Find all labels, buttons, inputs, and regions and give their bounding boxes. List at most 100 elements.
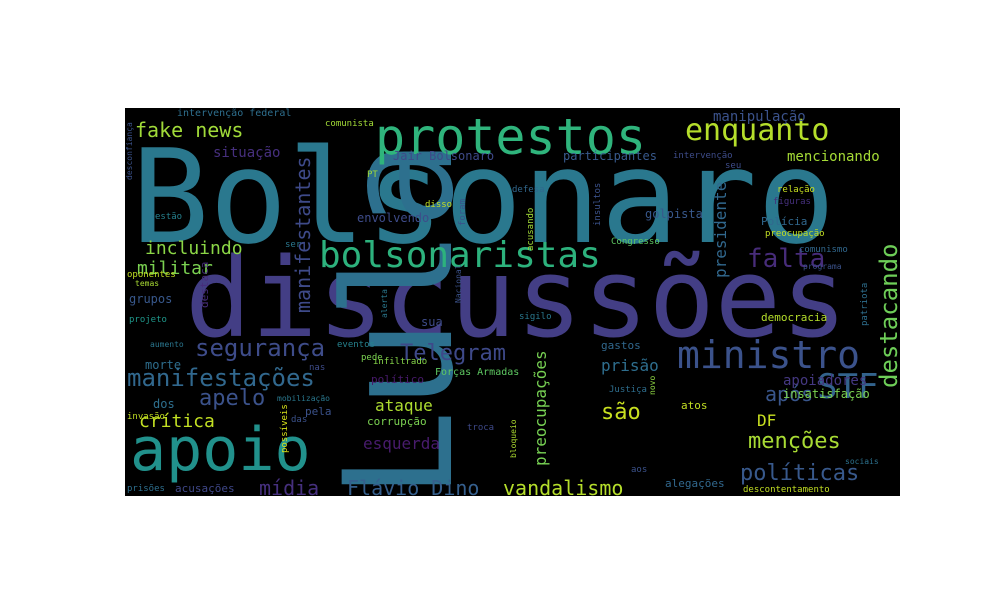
word-insultos: insultos xyxy=(593,182,603,226)
word-congresso: Congresso xyxy=(611,237,660,247)
word-infiltrado: infiltrado xyxy=(373,357,428,367)
word-estao: estão xyxy=(155,212,183,222)
word-troca: troca xyxy=(467,423,495,433)
word-das: das xyxy=(291,415,308,425)
word-mobilizacao: mobilização xyxy=(277,394,330,403)
word-sao: são xyxy=(601,400,641,425)
word-descontentamento: descontentamento xyxy=(743,485,830,495)
word-oponentes: oponentes xyxy=(127,270,176,280)
word-acusacoes: acusações xyxy=(175,482,235,495)
word-democracia: democracia xyxy=(761,311,828,324)
word-alegacoes: alegações xyxy=(665,477,725,490)
word-golpista: golpista xyxy=(645,207,703,221)
word-manipulacao: manipulação xyxy=(713,109,806,125)
word-grupos: grupos xyxy=(129,292,173,306)
word-manifestacoes: manifestações xyxy=(127,364,315,392)
word-relacao: relação xyxy=(777,185,815,195)
word-envolvendo: envolvendo xyxy=(357,211,430,225)
word-morte: morte xyxy=(145,358,182,372)
word-enquanto: enquanto xyxy=(685,113,830,148)
word-aumento: aumento xyxy=(150,340,184,349)
word-sigilo: sigilo xyxy=(519,312,552,322)
word-destacando: destacando xyxy=(875,243,900,389)
word-foram: foram xyxy=(458,198,468,226)
word-incluindo: incluindo xyxy=(145,238,243,259)
word-ministro: ministro xyxy=(677,333,861,377)
word-comunista: comunista xyxy=(325,119,374,129)
word-pela: pela xyxy=(305,405,332,418)
word-mencoes: menções xyxy=(748,429,841,454)
word-df: DF xyxy=(757,411,777,430)
word-vandalismo: vandalismo xyxy=(503,476,624,496)
word-dos: dos xyxy=(153,397,175,411)
word-intervencao: intervenção xyxy=(673,151,733,161)
word-manifestantes: manifestantes xyxy=(291,156,315,313)
word-presidente: presidente xyxy=(711,181,730,278)
word-fake-news: fake news xyxy=(135,118,244,142)
word-atos: atos xyxy=(681,399,708,412)
word-comunismo: comunismo xyxy=(799,245,848,255)
word-nacional: Nacional xyxy=(454,264,463,303)
word-prisao: prisão xyxy=(601,356,659,375)
word-bolsonaristas: bolsonaristas xyxy=(319,235,601,276)
word-critica: crítica xyxy=(139,411,215,432)
word-flavio-dino: Flávio Dino xyxy=(347,476,480,496)
word-aos: aos xyxy=(631,465,648,475)
word-pt: PT xyxy=(367,170,378,180)
word-insatisfacao: insatisfação xyxy=(783,387,870,401)
word-preocupacao: preocupação xyxy=(765,229,825,239)
word-apoio: apoio xyxy=(130,415,311,485)
word-telegram: Telegram xyxy=(400,341,506,366)
word-discussoes: discussões xyxy=(185,234,848,362)
word-cloud: Bolsonaro discussões Lula protestos apoi… xyxy=(125,108,900,496)
word-programa: programa xyxy=(803,262,842,271)
word-midia: mídia xyxy=(259,476,320,496)
word-bolsonaro: Bolsonaro xyxy=(131,121,836,273)
word-possiveis: possíveis xyxy=(280,404,290,453)
word-jair-bolsonaro: Jair Bolsonaro xyxy=(393,149,495,163)
word-politicas: políticas xyxy=(740,461,860,486)
word-pede: pede xyxy=(361,353,383,363)
word-protestos: protestos xyxy=(375,108,646,166)
word-falta: falta xyxy=(747,244,826,274)
word-forcas-armadas: Forças Armadas xyxy=(435,367,520,378)
word-ser: ser xyxy=(285,240,302,250)
word-apos: após xyxy=(765,382,814,406)
word-preocupacoes: preocupações xyxy=(531,350,550,466)
word-projeto: projeto xyxy=(129,315,167,325)
word-justica: Justiça xyxy=(609,385,647,395)
word-temas: temas xyxy=(135,279,160,288)
word-novo: novo xyxy=(648,375,657,395)
word-seguranca: segurança xyxy=(195,334,326,362)
word-ataque: ataque xyxy=(375,396,433,415)
word-acusando: acusando xyxy=(526,207,536,251)
word-disso: disso xyxy=(425,200,453,210)
word-participantes: participantes xyxy=(563,149,657,163)
word-defesa: defesa xyxy=(512,185,545,195)
word-nas: nas xyxy=(309,363,326,373)
word-intervencao-federal: intervenção federal xyxy=(177,108,292,119)
word-bloqueio: bloqueio xyxy=(509,419,518,458)
word-sociais: sociais xyxy=(845,457,879,466)
word-invasao: invasão xyxy=(127,412,165,422)
word-policia: Polícia xyxy=(761,215,808,228)
word-apoiadores: apoiadores xyxy=(783,373,868,389)
word-patriota: patriota xyxy=(860,282,870,326)
word-mencionando: mencionando xyxy=(787,149,880,165)
word-stf: STF xyxy=(817,367,879,407)
word-destaca: destaca xyxy=(198,261,211,308)
word-esquerda: esquerda xyxy=(363,434,441,453)
word-prisoes: prisões xyxy=(127,484,165,494)
word-politico: político xyxy=(371,373,424,386)
word-corrupcao: corrupção xyxy=(367,415,427,428)
word-militar: militar xyxy=(137,258,213,279)
word-alerta: alerta xyxy=(380,289,389,318)
word-desconfianca: desconfiança xyxy=(125,122,134,180)
word-apelo: apelo xyxy=(199,386,266,411)
word-situacao: situação xyxy=(213,145,281,161)
word-figuras: figuras xyxy=(773,197,811,207)
word-sua: sua xyxy=(421,315,443,329)
word-seu: seu xyxy=(725,161,742,171)
word-gastos: gastos xyxy=(601,339,641,352)
word-eventos: eventos xyxy=(337,340,375,350)
